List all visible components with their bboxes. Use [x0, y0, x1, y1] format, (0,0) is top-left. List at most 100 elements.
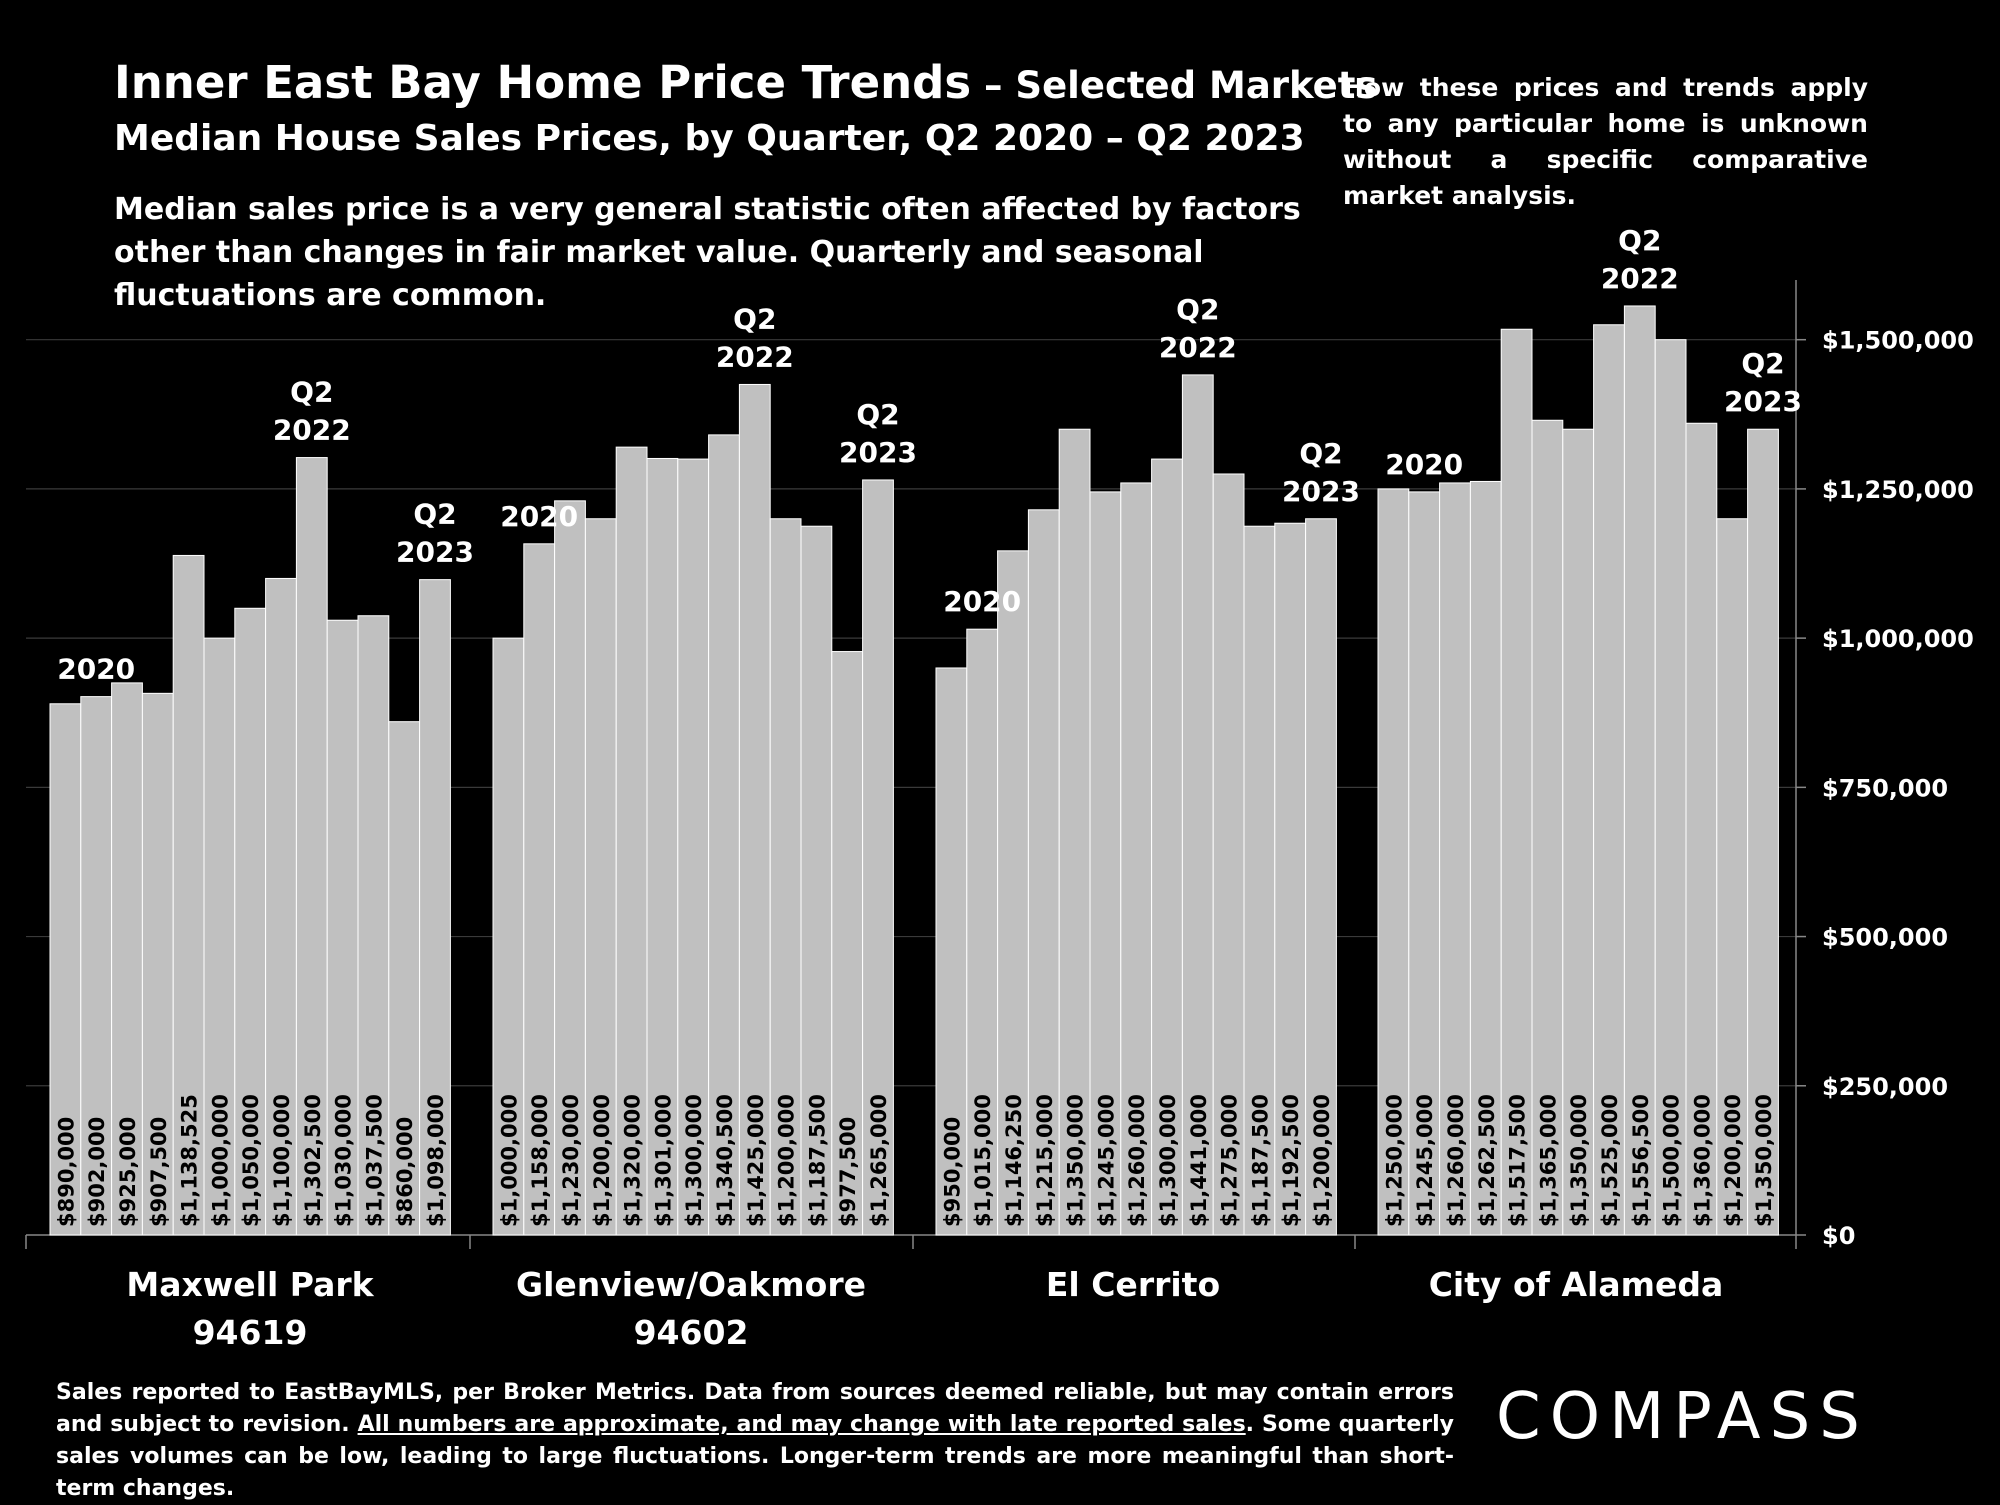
- y-tick-label: $1,500,000: [1822, 327, 1974, 355]
- bar: [388, 721, 421, 1236]
- bar: [141, 692, 174, 1236]
- bar: [1027, 509, 1060, 1236]
- bar-value-label: $860,000: [393, 1117, 417, 1227]
- bar-value-label: $925,000: [116, 1117, 140, 1227]
- bar: [492, 637, 525, 1236]
- bar-value-label: $890,000: [54, 1117, 78, 1227]
- bar-annotation: Q2: [1741, 347, 1784, 380]
- bar: [1654, 339, 1687, 1236]
- bar-value-label: $1,525,000: [1598, 1094, 1622, 1227]
- bar-annotation: Q2: [856, 398, 899, 431]
- chart-title-suffix: – Selected Markets: [971, 64, 1378, 107]
- bar-annotation: Q2: [1299, 437, 1342, 470]
- bar-value-label: $950,000: [940, 1117, 964, 1227]
- bar-value-label: $902,000: [85, 1117, 109, 1227]
- bar-value-label: $1,100,000: [270, 1094, 294, 1227]
- bar-value-label: $1,200,000: [1310, 1094, 1334, 1227]
- bar-value-label: $1,050,000: [239, 1094, 263, 1227]
- bar: [935, 667, 968, 1236]
- bar-value-label: $1,098,000: [424, 1094, 448, 1227]
- bar-value-label: $1,350,000: [1064, 1094, 1088, 1227]
- bar: [1439, 482, 1471, 1236]
- bar: [172, 554, 205, 1236]
- bar: [1120, 482, 1153, 1236]
- bar-value-label: $977,500: [836, 1117, 860, 1227]
- bar: [1305, 518, 1337, 1236]
- y-tick-label: $1,250,000: [1822, 476, 1974, 504]
- bar: [1243, 525, 1276, 1236]
- bar-value-label: $1,200,000: [1721, 1094, 1745, 1227]
- bar-annotation: Q2: [1176, 293, 1219, 326]
- bar: [554, 500, 586, 1236]
- bar: [862, 479, 894, 1236]
- bar-value-label: $1,441,000: [1187, 1094, 1211, 1227]
- bar-value-label: $1,187,500: [1248, 1094, 1272, 1227]
- bar-annotation: 2023: [1724, 385, 1802, 418]
- footnote-text-1: Sales reported to EastBayMLS, per Broker…: [56, 1380, 1454, 1437]
- bar-value-label: $1,260,000: [1125, 1094, 1149, 1227]
- bar: [265, 577, 297, 1236]
- bar-value-label: $1,192,500: [1279, 1094, 1303, 1227]
- bar-value-label: $1,350,000: [1567, 1094, 1591, 1227]
- bar-value-label: $1,146,250: [1002, 1094, 1026, 1227]
- bar-value-label: $907,500: [147, 1117, 171, 1227]
- bar-annotation: 2023: [396, 536, 474, 569]
- bar-value-label: $1,360,000: [1690, 1094, 1714, 1227]
- side-note: How these prices and trends apply to any…: [1343, 73, 1868, 210]
- x-category-label: 94619: [193, 1313, 308, 1352]
- bar-value-label: $1,275,000: [1218, 1094, 1242, 1227]
- bar: [615, 446, 648, 1236]
- bar-annotation: 2020: [1385, 448, 1463, 481]
- bar: [677, 458, 710, 1236]
- x-category-label: El Cerrito: [1046, 1265, 1220, 1304]
- bar-annotation: 2020: [57, 653, 135, 686]
- footnote-underlined: All numbers are approximate, and may cha…: [357, 1412, 1246, 1437]
- x-category-label: Maxwell Park: [126, 1265, 374, 1304]
- bar-annotation: Q2: [1618, 224, 1661, 257]
- bar: [800, 525, 833, 1236]
- bar: [831, 651, 864, 1236]
- bar: [1747, 428, 1779, 1236]
- bar: [49, 703, 82, 1236]
- footnote-text-2: . Some quarterly sales volumes can be lo…: [56, 1412, 1454, 1501]
- footnote: Sales reported to EastBayMLS, per Broker…: [56, 1377, 1454, 1505]
- bar-value-label: $1,030,000: [332, 1094, 356, 1227]
- bar: [738, 383, 771, 1236]
- bar-value-label: $1,245,000: [1413, 1094, 1437, 1227]
- y-tick-label: $0: [1822, 1222, 1855, 1250]
- bar-value-label: $1,517,500: [1506, 1094, 1530, 1227]
- y-tick-label: $750,000: [1822, 774, 1948, 802]
- bar: [997, 550, 1029, 1236]
- chart-title-main: Inner East Bay Home Price Trends: [114, 56, 972, 109]
- bar: [1469, 480, 1502, 1236]
- compass-logo: COMPASS: [1496, 1380, 1869, 1454]
- bar-annotation: 2020: [500, 500, 578, 533]
- bar-value-label: $1,215,000: [1033, 1094, 1057, 1227]
- bar-annotation: 2023: [1282, 475, 1360, 508]
- bar-value-label: $1,138,525: [178, 1094, 202, 1227]
- y-tick-label: $250,000: [1822, 1073, 1948, 1101]
- bar-value-label: $1,340,500: [713, 1094, 737, 1227]
- bar-annotation: 2022: [273, 414, 351, 447]
- bar-value-label: $1,187,500: [805, 1094, 829, 1227]
- bar-value-label: $1,365,000: [1536, 1094, 1560, 1227]
- bar-value-label: $1,200,000: [590, 1094, 614, 1227]
- bar-annotation: Q2: [733, 302, 776, 335]
- bar-annotation: 2022: [1601, 262, 1679, 295]
- y-tick-label: $500,000: [1822, 924, 1948, 952]
- bar: [1377, 488, 1410, 1236]
- bar-value-label: $1,250,000: [1382, 1094, 1406, 1227]
- bar-value-label: $1,301,000: [651, 1094, 675, 1227]
- x-category-label: 94602: [634, 1313, 749, 1352]
- bar: [295, 457, 328, 1236]
- bar: [584, 518, 617, 1236]
- bar: [769, 518, 802, 1236]
- chart-subtitle: Median House Sales Prices, by Quarter, Q…: [114, 118, 1305, 159]
- bar: [203, 637, 236, 1236]
- bar: [1716, 518, 1749, 1236]
- bar-value-label: $1,425,000: [744, 1094, 768, 1227]
- bar-annotation: 2022: [716, 340, 794, 373]
- bar: [1685, 422, 1718, 1236]
- bar: [326, 619, 359, 1236]
